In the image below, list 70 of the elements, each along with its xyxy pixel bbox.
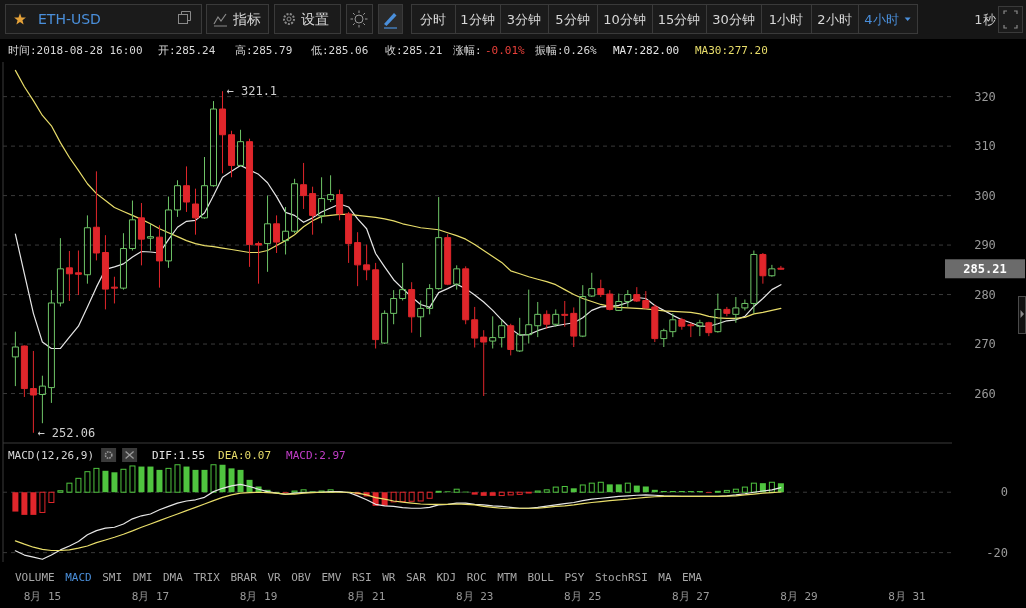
- text: 30分钟: [712, 11, 755, 27]
- text: SAR: [406, 570, 427, 584]
- text: KDJ: [436, 570, 457, 584]
- x-tick-label: 8月 31: [888, 589, 926, 603]
- text: 3分钟: [506, 11, 542, 27]
- x-tick-label: 8月 23: [455, 589, 494, 603]
- text: 指标: [232, 11, 261, 27]
- text: TRIX: [193, 570, 221, 584]
- text: BRAR: [230, 570, 258, 584]
- text: 285.21: [963, 261, 1007, 276]
- text: 4小时: [864, 11, 899, 27]
- x-tick-label: 8月 17: [131, 589, 170, 603]
- text: MTM: [497, 570, 518, 584]
- annotation: ← 321.1: [226, 84, 278, 99]
- text: MACD: [65, 570, 92, 584]
- text: ROC: [466, 570, 487, 584]
- y-tick-label: 270: [974, 337, 996, 352]
- text: 时间:2018-08-28 16:00: [8, 43, 143, 57]
- y-tick-label: 290: [974, 238, 996, 253]
- text: 收:285.21: [385, 43, 443, 57]
- text: 1秒: [974, 11, 996, 27]
- text: RSI: [351, 570, 372, 584]
- x-tick-label: 8月 25: [564, 589, 602, 603]
- text: VR: [267, 570, 281, 584]
- text: EMV: [321, 570, 342, 584]
- text: BOLL: [527, 570, 555, 584]
- text: MA7:282.00: [613, 43, 680, 57]
- text: DMI: [132, 570, 153, 584]
- text: DIF:1.55: [152, 448, 206, 462]
- text: 10分钟: [603, 11, 646, 27]
- text: 1小时: [768, 11, 804, 27]
- text: MA: [658, 570, 672, 584]
- annotation: MACD:2.97: [286, 448, 346, 462]
- x-tick-label: 8月 29: [780, 589, 818, 603]
- text: MA30:277.20: [695, 43, 768, 57]
- text: WR: [382, 570, 396, 584]
- text: 分时: [420, 11, 446, 27]
- x-tick-label: 8月 15: [23, 589, 62, 603]
- text: OBV: [291, 570, 312, 584]
- text: 振幅:0.26%: [535, 43, 598, 57]
- y-tick-label: 260: [974, 386, 996, 401]
- y-tick-label: 0: [1000, 485, 1008, 500]
- text: SMI: [102, 570, 123, 584]
- text: DMA: [163, 570, 184, 584]
- text: 涨幅:: [453, 43, 482, 57]
- text: 低:285.06: [311, 43, 369, 57]
- text: 开:285.24: [158, 43, 216, 57]
- text: ETH-USD: [38, 11, 101, 27]
- text: DEA:0.07: [218, 448, 272, 462]
- x-tick-label: 8月 19: [239, 589, 278, 603]
- text: StochRSI: [594, 570, 648, 584]
- annotation: ← 252.06: [37, 425, 96, 440]
- text: 高:285.79: [235, 43, 293, 57]
- x-tick-label: 8月 27: [672, 589, 710, 603]
- text: EMA: [682, 570, 703, 584]
- text: -0.01%: [485, 43, 526, 57]
- x-tick-label: 8月 21: [347, 589, 386, 603]
- text: VOLUME: [15, 570, 55, 584]
- y-tick-label: 310: [974, 139, 996, 154]
- text: 2小时: [817, 11, 852, 27]
- text: 设置: [301, 11, 329, 27]
- y-tick-label: 320: [974, 89, 996, 104]
- text: 1分钟: [460, 11, 495, 27]
- y-tick-label: 280: [974, 287, 996, 302]
- text: PSY: [564, 570, 585, 584]
- text: MACD(12,26,9): [8, 448, 95, 462]
- y-tick-label: -20: [986, 545, 1008, 560]
- text: 5分钟: [555, 11, 590, 27]
- text: 15分钟: [657, 11, 701, 27]
- y-tick-label: 300: [974, 188, 996, 203]
